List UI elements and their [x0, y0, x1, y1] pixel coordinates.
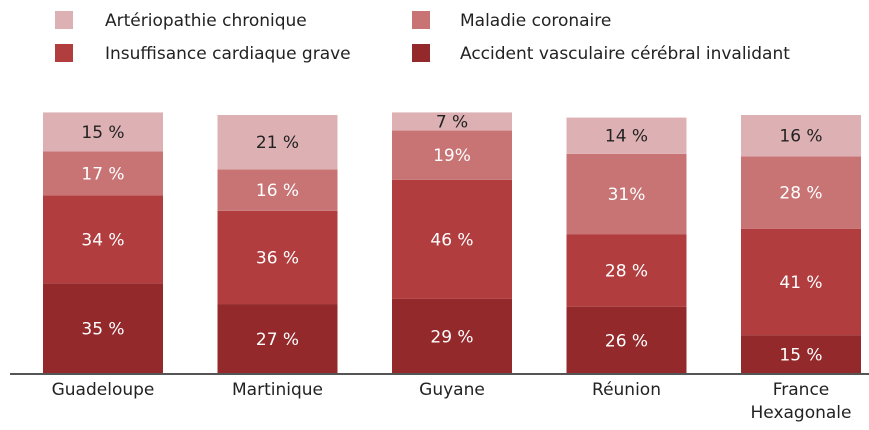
data-label: 15 %	[81, 123, 124, 143]
legend-swatch	[412, 11, 430, 29]
bar-segment	[43, 112, 163, 152]
bar-segment	[217, 210, 338, 305]
legend-label: Artériopathie chronique	[105, 11, 307, 31]
data-label: 7 %	[436, 112, 468, 132]
data-label: 14 %	[605, 127, 648, 147]
data-label: 26 %	[605, 331, 648, 351]
data-label: 46 %	[430, 230, 473, 250]
bar-segment	[392, 298, 512, 374]
bar-segment	[566, 117, 687, 154]
bar-segment	[392, 112, 512, 131]
legend-label: Accident vasculaire cérébral invalidant	[460, 44, 790, 64]
data-label: 28 %	[605, 261, 648, 281]
data-label: 29 %	[430, 327, 473, 347]
x-tick-label: Guyane	[419, 380, 485, 400]
data-label: 27 %	[256, 330, 299, 350]
bar-segment	[566, 234, 687, 307]
legend-label: Insuffisance cardiaque grave	[105, 44, 351, 64]
data-label: 16 %	[256, 181, 299, 201]
bar-segment	[217, 115, 338, 170]
bar-segment	[43, 283, 163, 374]
data-label: 21 %	[256, 133, 299, 153]
x-tick-label: Réunion	[592, 380, 661, 400]
legend-swatch	[412, 44, 430, 62]
x-tick-label: France Hexagonale	[750, 380, 852, 423]
data-label: 16 %	[779, 127, 822, 147]
bar-segment	[741, 156, 861, 229]
data-label: 31%	[608, 185, 646, 205]
bar-segment	[392, 179, 512, 299]
x-tick-label: Martinique	[232, 380, 323, 400]
bar-segment	[43, 195, 163, 284]
data-label: 41 %	[779, 273, 822, 293]
legend-swatch	[55, 11, 73, 29]
data-label: 28 %	[779, 184, 822, 204]
bar-segment	[566, 306, 687, 374]
x-tick-label: Guadeloupe	[51, 380, 155, 400]
bar-segment	[741, 335, 861, 374]
bar-segment	[741, 115, 861, 157]
bar-segment	[217, 304, 338, 374]
data-label: 19%	[433, 146, 471, 166]
legend-swatch	[55, 44, 73, 62]
data-label: 35 %	[81, 320, 124, 340]
data-label: 34 %	[81, 230, 124, 250]
data-label: 15 %	[779, 346, 822, 366]
bar-segment	[392, 130, 512, 180]
data-label: 17 %	[81, 164, 124, 184]
legend-label: Maladie coronaire	[460, 11, 611, 31]
bar-segment	[566, 153, 687, 235]
data-label: 36 %	[256, 248, 299, 268]
bar-segment	[741, 228, 861, 336]
bar-segment	[43, 151, 163, 196]
bar-segment	[217, 169, 338, 211]
